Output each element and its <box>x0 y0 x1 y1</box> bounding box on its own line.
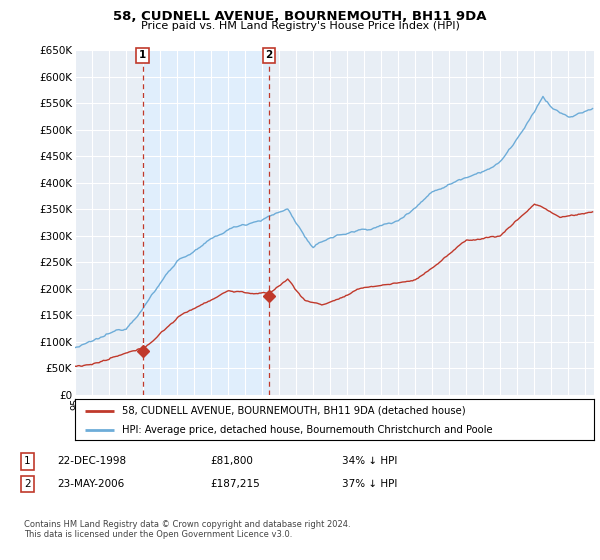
Text: 1: 1 <box>24 456 31 466</box>
Text: 22-DEC-1998: 22-DEC-1998 <box>57 456 126 466</box>
Text: 2: 2 <box>265 50 272 60</box>
Text: Contains HM Land Registry data © Crown copyright and database right 2024.
This d: Contains HM Land Registry data © Crown c… <box>24 520 350 539</box>
Text: 2: 2 <box>24 479 31 489</box>
Text: 1: 1 <box>139 50 146 60</box>
Text: £187,215: £187,215 <box>210 479 260 489</box>
Text: 58, CUDNELL AVENUE, BOURNEMOUTH, BH11 9DA: 58, CUDNELL AVENUE, BOURNEMOUTH, BH11 9D… <box>113 10 487 23</box>
Text: 37% ↓ HPI: 37% ↓ HPI <box>342 479 397 489</box>
Bar <box>143 50 269 395</box>
Text: 23-MAY-2006: 23-MAY-2006 <box>57 479 124 489</box>
Text: 34% ↓ HPI: 34% ↓ HPI <box>342 456 397 466</box>
Text: £81,800: £81,800 <box>210 456 253 466</box>
Text: Price paid vs. HM Land Registry's House Price Index (HPI): Price paid vs. HM Land Registry's House … <box>140 21 460 31</box>
Text: 58, CUDNELL AVENUE, BOURNEMOUTH, BH11 9DA (detached house): 58, CUDNELL AVENUE, BOURNEMOUTH, BH11 9D… <box>122 405 466 416</box>
Text: HPI: Average price, detached house, Bournemouth Christchurch and Poole: HPI: Average price, detached house, Bour… <box>122 424 493 435</box>
